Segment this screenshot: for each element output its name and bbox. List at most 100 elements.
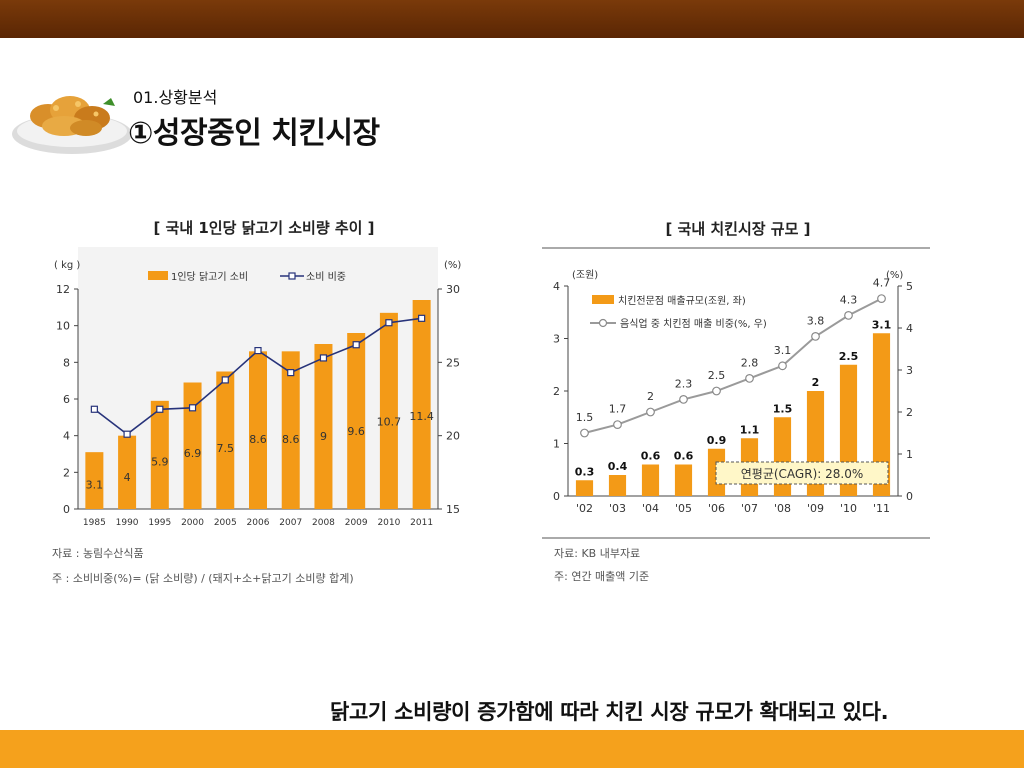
- chart1-category-label: 1985: [83, 518, 106, 528]
- chart2-left-tick-label: 3: [553, 333, 560, 346]
- chart1-share-point: [188, 404, 197, 412]
- chart2-category-label: '05: [675, 502, 692, 515]
- section-label: 01.상황분석: [133, 88, 218, 107]
- chart1-legend-bar-swatch: [148, 271, 168, 280]
- chart2-left-tick-label: 1: [553, 438, 560, 451]
- chart1-share-point: [418, 314, 426, 322]
- chart1-bar: [379, 312, 398, 509]
- chart2-source: 자료: KB 내부자료: [554, 547, 640, 560]
- chart1-source: 자료 : 농림수산식품: [52, 547, 144, 560]
- chart2-left-tick-label: 2: [553, 385, 560, 398]
- chart2-bar: [575, 480, 594, 496]
- chart2-bar-label: 1.5: [773, 402, 793, 415]
- chart2-bar-label: 0.3: [575, 465, 595, 478]
- chart2-bar-label: 0.6: [674, 450, 694, 463]
- chart2-category-label: '11: [873, 502, 890, 515]
- chart1-right-unit: (%): [444, 260, 461, 271]
- chart2-share-line: [584, 297, 882, 434]
- chart2-share-label: 1.5: [576, 411, 594, 424]
- chart1-category-label: 2008: [312, 518, 335, 528]
- chart1-share-point: [123, 430, 131, 438]
- chart1-bar: [412, 300, 431, 509]
- chart1-bar: [85, 452, 104, 509]
- chart1-share-point: [221, 376, 229, 384]
- chart2-category-label: '10: [840, 502, 857, 515]
- chart2-bar-label: 3.1: [872, 318, 892, 331]
- chart2-right-tick-label: 5: [906, 280, 913, 293]
- chart2-share-label: 2.5: [708, 369, 726, 382]
- chart2-category-label: '03: [609, 502, 626, 515]
- chart1-bar: [150, 400, 169, 509]
- chart1-title: [ 국내 1인당 닭고기 소비량 추이 ]: [153, 219, 374, 237]
- chart-chicken-consumption: [ 국내 1인당 닭고기 소비량 추이 ] ( kg ) (%) 1인당 닭고기…: [48, 205, 480, 590]
- chart1-share-point: [90, 405, 98, 413]
- chart1-legend-bar-label: 1인당 닭고기 소비: [171, 271, 248, 283]
- chart1-share-point: [287, 369, 295, 377]
- chart2-category-label: '04: [642, 502, 659, 515]
- summary-caption: 닭고기 소비량이 증가함에 따라 치킨 시장 규모가 확대되고 있다.: [330, 700, 889, 724]
- chart2-left-unit: (조원): [572, 269, 598, 281]
- chart2-share-label: 2.8: [741, 356, 759, 369]
- chart2-title: [ 국내 치킨시장 규모 ]: [665, 220, 810, 238]
- chart1-bar-label: 9: [320, 430, 327, 443]
- chart1-bar-label: 7.5: [217, 442, 235, 455]
- chart2-right-tick-label: 0: [906, 490, 913, 503]
- page-title: ①성장중인 치킨시장: [128, 116, 380, 151]
- chart2-category-label: '09: [807, 502, 824, 515]
- chart2-cagr-label: 연평균(CAGR): 28.0%: [741, 467, 863, 481]
- chart1-bar-label: 4: [124, 471, 131, 484]
- chart1-category-label: 2010: [377, 518, 400, 528]
- chart2-share-point: [778, 361, 787, 371]
- chart1-category-label: 1995: [148, 518, 171, 528]
- chart2-share-point: [745, 373, 754, 383]
- chart2-share-point: [646, 407, 655, 417]
- chart2-share-point: [679, 394, 688, 404]
- chart2-left-tick-label: 4: [553, 280, 560, 293]
- chart2-share-label: 1.7: [609, 403, 627, 416]
- chart2-share-point: [811, 331, 820, 341]
- chart2-share-point: [712, 386, 721, 396]
- chart1-left-tick-label: 8: [63, 356, 70, 369]
- chart1-legend: 1인당 닭고기 소비 소비 비중: [148, 271, 346, 283]
- chart2-bar: [872, 333, 891, 496]
- chart2-share-label: 3.1: [774, 344, 792, 357]
- chart2-share-point: [844, 310, 853, 320]
- chart2-bar: [641, 464, 660, 496]
- chart2-share-point: [877, 294, 886, 303]
- chart2-share-label: 4.3: [840, 293, 858, 306]
- chart1-bar: [118, 435, 137, 509]
- chart1-category-label: 2009: [345, 518, 368, 528]
- chart2-share-point: [580, 428, 589, 438]
- chart1-bar-label: 9.6: [347, 425, 365, 438]
- chart2-bar-label: 0.9: [707, 434, 727, 447]
- chart1-category-label: 2000: [181, 518, 204, 528]
- chart1-bar-label: 6.9: [184, 447, 202, 460]
- chart1-category-label: 2007: [279, 518, 302, 528]
- chart1-left-unit: ( kg ): [54, 260, 80, 271]
- chart2-share-label: 3.8: [807, 314, 825, 327]
- chart1-bar: [347, 333, 366, 509]
- top-bar: [0, 0, 1024, 38]
- chart1-share-point: [319, 354, 328, 362]
- chart1-left-tick-label: 2: [63, 466, 70, 479]
- chart1-share-point: [352, 341, 360, 349]
- chart1-left-tick-label: 0: [63, 503, 70, 516]
- chart1-bar-label: 5.9: [151, 455, 169, 468]
- chart2-legend-line-marker: [598, 318, 608, 328]
- chart1-right-tick-label: 25: [446, 356, 460, 369]
- chart2-legend-line-label: 음식업 중 치킨점 매출 비중(%, 우): [620, 317, 767, 330]
- chart2-right-unit: (%): [886, 270, 903, 281]
- chart1-legend-line-marker: [288, 272, 296, 280]
- bottom-bar: [0, 730, 1024, 768]
- chart2-legend-bar-label: 치킨전문점 매출규모(조원, 좌): [618, 295, 746, 307]
- chart2-category-label: '06: [708, 502, 725, 515]
- chart2-right-tick-label: 1: [906, 448, 913, 461]
- chart1-bar: [216, 371, 235, 509]
- chart2-legend-bar-swatch: [592, 295, 614, 304]
- chart1-right-tick-label: 15: [446, 503, 460, 516]
- chart1-left-tick-label: 6: [63, 393, 70, 406]
- chart1-right-tick-label: 30: [446, 283, 460, 296]
- chart2-category-label: '02: [576, 502, 593, 515]
- chart1-bar-label: 11.4: [409, 410, 434, 423]
- chart1-category-label: 2011: [410, 518, 433, 528]
